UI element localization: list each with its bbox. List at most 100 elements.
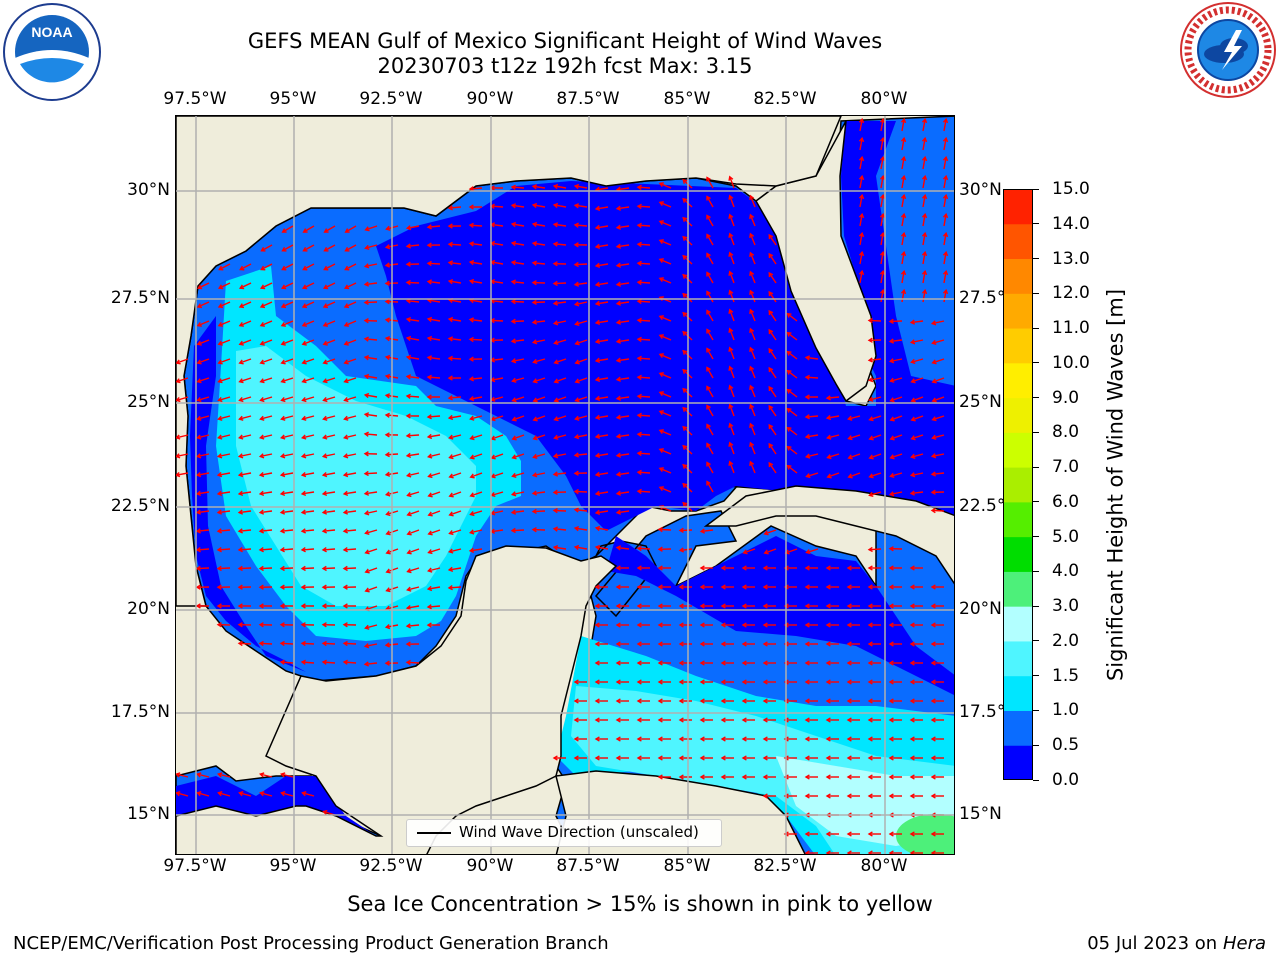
wind-vector <box>197 282 210 289</box>
lon-label-top: 80°W <box>860 89 908 109</box>
wind-vector-head <box>615 205 622 211</box>
wind-vector <box>922 119 926 132</box>
wind-vector-head <box>888 679 894 685</box>
wind-vector-head <box>594 509 601 516</box>
wind-vector-head <box>321 490 328 497</box>
wind-vector-head <box>279 472 286 478</box>
wind-vector <box>787 408 798 417</box>
wind-vector-head <box>825 774 831 780</box>
wind-vector <box>512 358 525 363</box>
wind-vector <box>323 453 336 458</box>
wind-vector <box>596 527 609 531</box>
wind-vector-head <box>728 403 734 409</box>
wind-vector <box>922 138 926 151</box>
wind-vector-head <box>678 527 684 533</box>
wind-vector <box>554 358 567 364</box>
wind-vector <box>302 415 315 420</box>
colorbar-label: Significant Height of Wind Waves [m] <box>1103 288 1128 682</box>
wind-vector <box>553 243 567 246</box>
wind-vector-head <box>195 584 201 590</box>
wind-vector-head <box>847 473 853 479</box>
wind-vector-head <box>469 492 475 498</box>
wind-vector-head <box>447 414 454 421</box>
wind-vector <box>880 233 884 246</box>
wind-vector <box>768 329 777 341</box>
wind-vector-head <box>706 366 711 372</box>
wind-vector <box>281 282 294 289</box>
wind-vector <box>406 661 420 664</box>
wind-vector-head <box>942 250 949 257</box>
wind-vector <box>596 282 609 286</box>
wind-vector-head <box>531 221 538 228</box>
wind-vector <box>596 510 609 514</box>
wind-vector <box>302 472 315 476</box>
wind-vector-head <box>846 622 852 628</box>
wind-vector <box>596 358 609 362</box>
wind-vector-head <box>930 641 936 647</box>
wind-vector <box>911 415 924 421</box>
wind-vector-head <box>258 528 264 534</box>
wind-vector <box>406 244 420 248</box>
lat-label-right: 30°N <box>959 180 1002 200</box>
wind-vector-head <box>426 433 433 440</box>
wind-vector-head <box>259 415 265 421</box>
wind-vector-head <box>531 339 538 345</box>
wind-vector <box>533 204 546 208</box>
wind-vector <box>280 529 294 532</box>
colorbar-segment <box>1003 293 1033 329</box>
wind-vector-head <box>749 460 755 466</box>
land-north-coast <box>176 116 842 607</box>
wind-vector-head <box>469 415 475 421</box>
wind-vector <box>659 334 672 341</box>
wind-vector-head <box>682 463 688 469</box>
wind-vector-head <box>342 509 349 515</box>
wind-vector-head <box>868 435 874 441</box>
wind-vector <box>901 252 905 265</box>
wind-vector-head <box>825 622 831 628</box>
wind-vector-head <box>384 491 391 497</box>
wind-vector <box>281 792 294 797</box>
wind-vector-head <box>573 736 579 742</box>
wind-vector-head <box>552 320 559 326</box>
wind-vector <box>827 472 840 478</box>
wind-vector-head <box>259 396 265 403</box>
footer-machine: Hera <box>1222 933 1266 954</box>
wind-vector <box>218 491 231 495</box>
wind-vector-head <box>910 416 916 422</box>
wind-vector-head <box>636 241 642 248</box>
wind-vector-head <box>825 565 831 571</box>
wind-vector-head <box>279 603 285 609</box>
wind-vector <box>323 434 336 439</box>
wind-vector <box>427 376 441 379</box>
wind-vector-head <box>657 774 663 780</box>
wind-vector-head <box>720 698 726 704</box>
wind-vector-head <box>301 434 307 440</box>
wind-vector <box>596 434 609 438</box>
wind-vector-head <box>888 793 894 799</box>
wind-vector-head <box>258 622 264 628</box>
wind-vector-head <box>720 774 726 780</box>
wind-vector-head <box>343 415 349 421</box>
wind-vector <box>260 339 273 345</box>
wind-vector-head <box>510 338 517 344</box>
wind-vector-head <box>574 397 580 403</box>
wind-vector-head <box>888 603 894 609</box>
colorbar-tick-label: 15.0 <box>1052 179 1090 199</box>
wind-vector <box>768 310 777 322</box>
wind-vector-head <box>615 471 622 477</box>
wind-vector-head <box>468 395 475 402</box>
wind-vector-head <box>749 308 755 314</box>
wind-vector-head <box>216 509 223 515</box>
wind-vector <box>280 567 294 570</box>
wind-vector <box>280 642 294 645</box>
wind-vector-head <box>826 473 832 479</box>
wind-vector <box>554 223 567 227</box>
wind-vector <box>659 258 672 265</box>
wind-vector <box>637 433 651 436</box>
wind-vector-head <box>682 216 688 222</box>
colorbar-tick-label: 13.0 <box>1052 248 1090 269</box>
wind-vector <box>364 301 378 304</box>
wind-vector <box>281 396 294 402</box>
wind-vector <box>197 415 210 420</box>
wind-vector-head <box>720 660 726 666</box>
